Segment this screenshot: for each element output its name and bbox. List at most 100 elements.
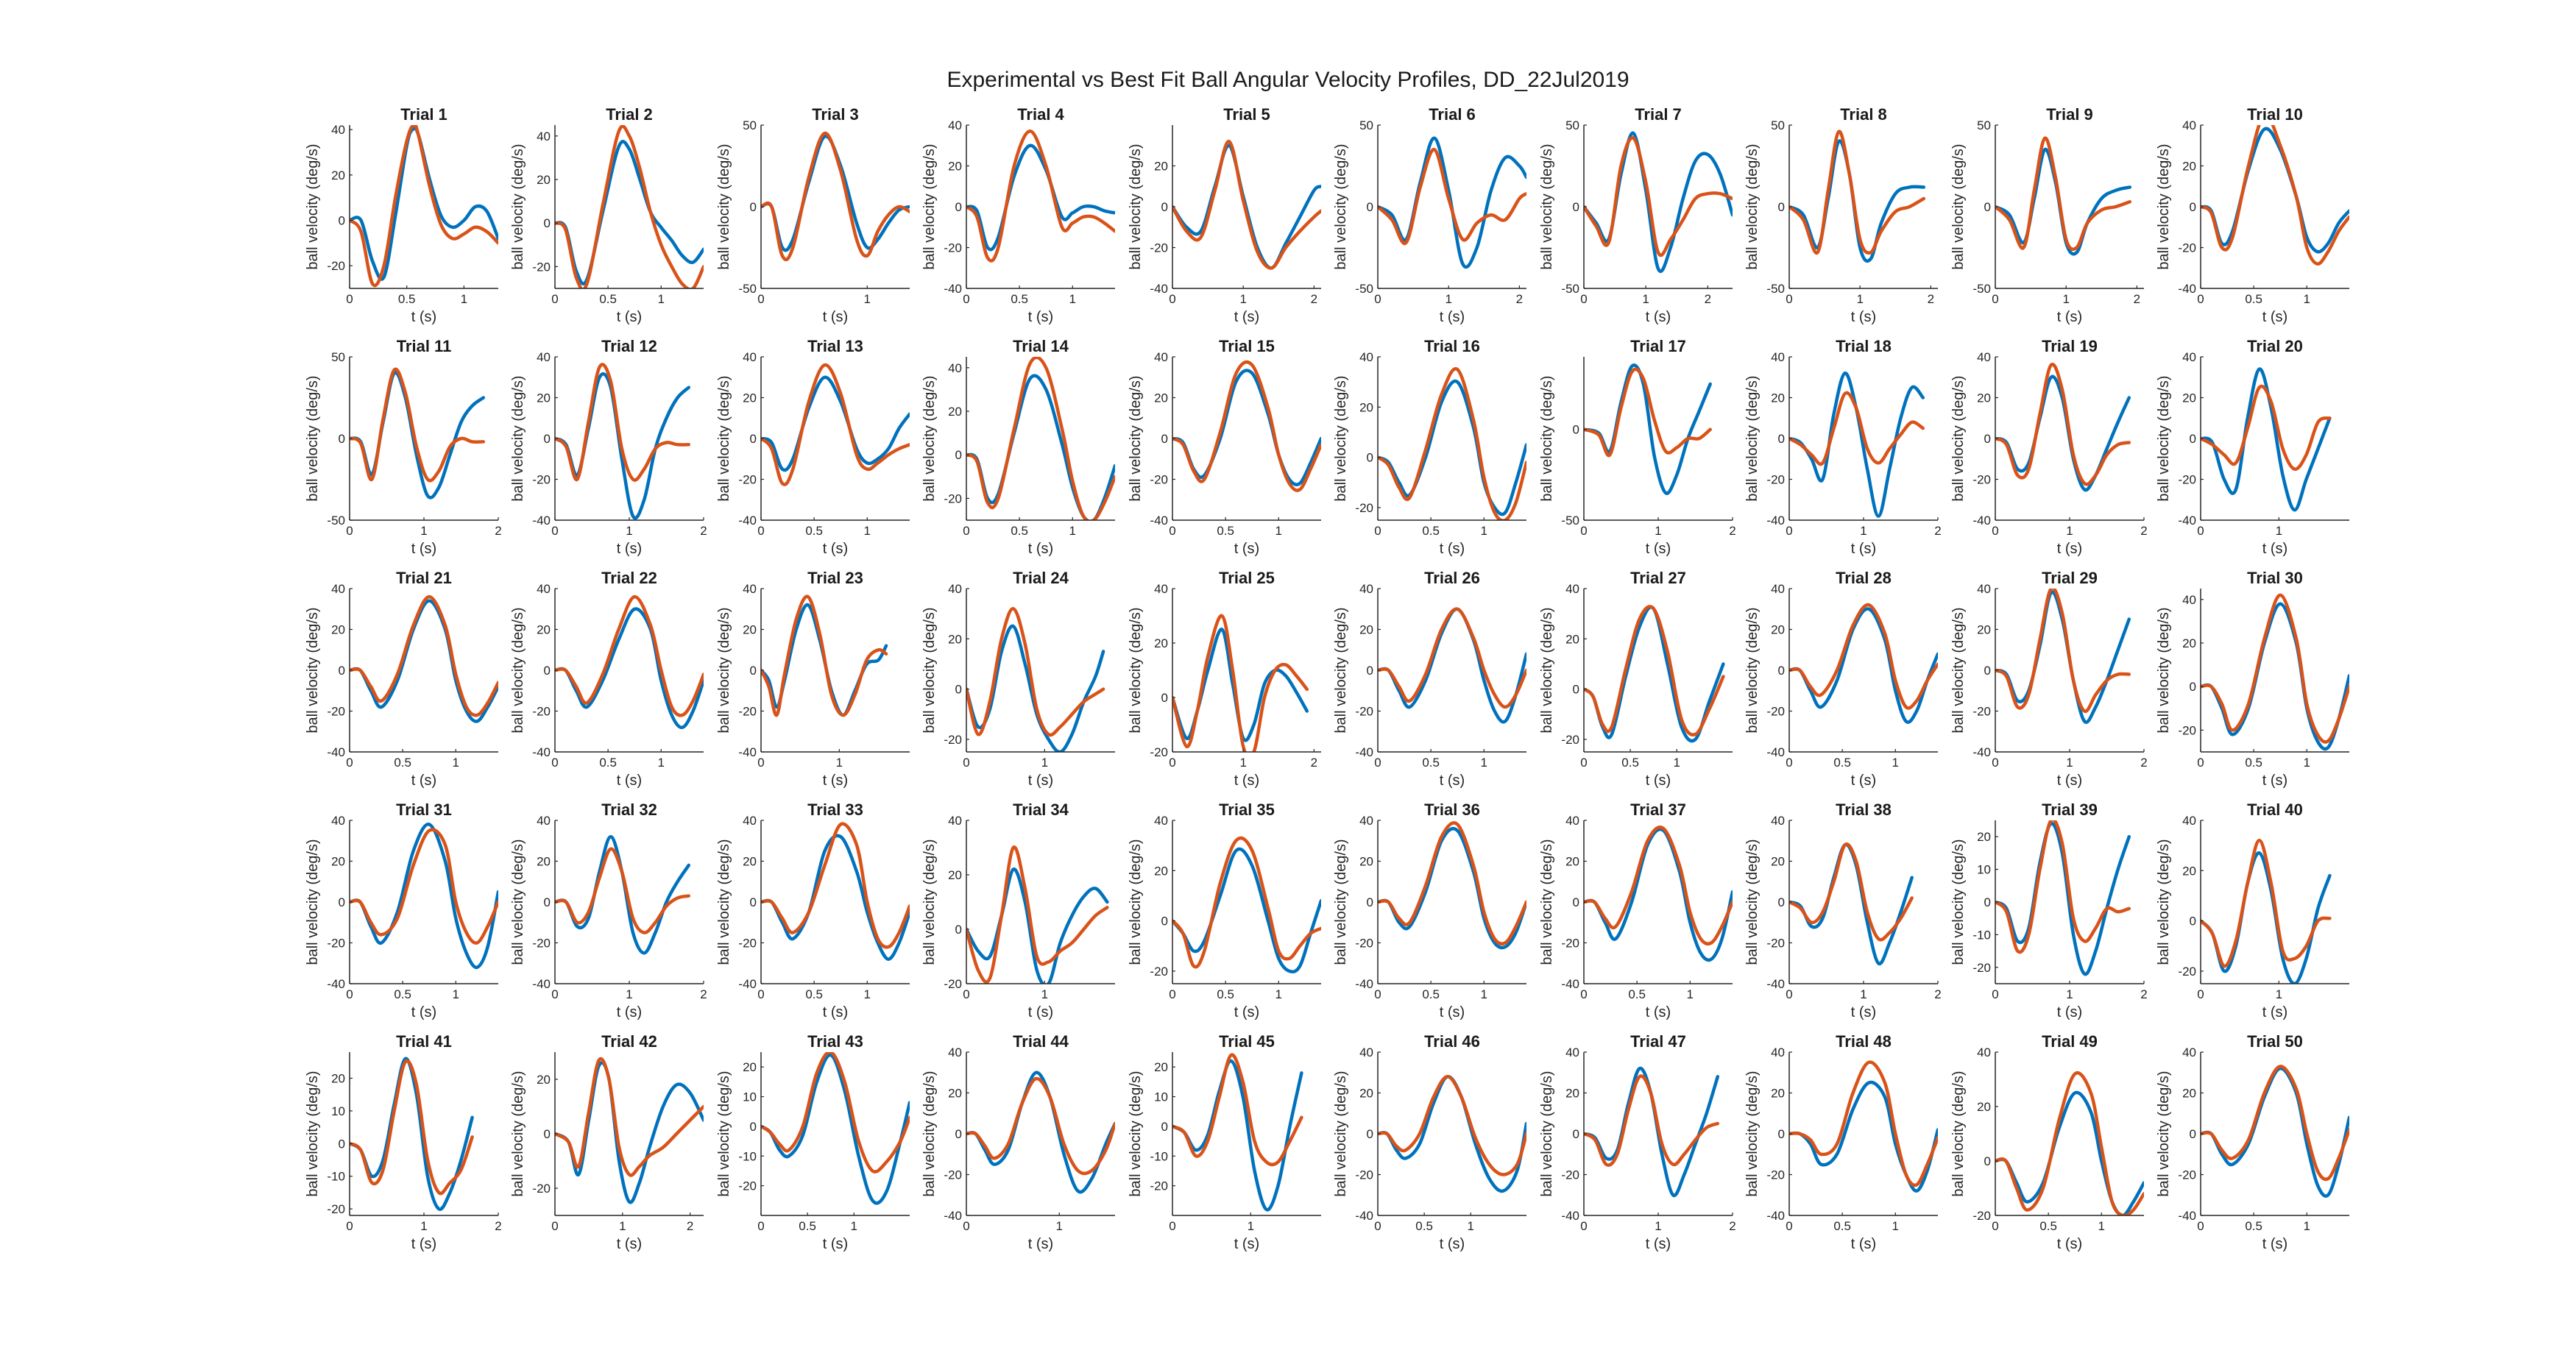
y-axis-label: ball velocity (deg/s) [1128,143,1144,269]
y-tick-label: 0 [750,200,757,214]
fit-series-line [1172,139,1321,270]
x-axis-label: t (s) [617,773,642,789]
x-axis-label: t (s) [2057,309,2082,325]
subplot-title: Trial 1 [400,105,447,124]
x-tick-label: 0 [1580,292,1587,306]
y-tick-label: 0 [1984,200,1991,214]
fit-series-line [1789,603,1938,710]
x-tick-label: 1 [1041,987,1048,1001]
subplot-trial-26: Trial 26 0 0.5 1 -40 -20 0 20 40 t (s) ball veloci… [1333,569,1526,789]
y-tick-label: -20 [532,260,551,274]
fit-series-line [1172,1053,1303,1167]
x-tick-label: 0.5 [805,524,823,538]
x-tick-label: 0.5 [1422,524,1440,538]
x-tick-label: 0.5 [1628,987,1646,1001]
y-tick-label: 20 [1977,623,1991,637]
x-tick-label: 0 [1992,987,1998,1001]
fit-series-line [1378,821,1526,946]
fit-series-line [1378,1075,1526,1176]
x-axis-label: t (s) [1440,1236,1465,1252]
x-tick-label: 0.5 [1011,524,1028,538]
y-axis-label: ball velocity (deg/s) [1539,375,1555,501]
x-tick-label: 0 [1786,756,1792,770]
y-tick-label: -20 [1150,473,1168,487]
subplot-title: Trial 7 [1635,105,1682,124]
y-tick-label: 40 [1359,814,1373,828]
subplot-trial-4: Trial 4 0 0.5 1 -40 -20 0 20 40 t (s) ball velocit… [921,105,1115,325]
y-tick-label: 0 [2190,680,2196,694]
y-tick-label: 40 [1565,1045,1579,1059]
subplot-title: Trial 38 [1836,800,1892,819]
subplot-title: Trial 36 [1424,800,1480,819]
x-tick-label: 0.5 [1011,292,1028,306]
y-tick-label: 20 [743,623,757,637]
y-tick-label: 40 [1977,1045,1991,1059]
y-tick-label: 40 [2182,118,2196,132]
x-tick-label: 2 [2140,987,2147,1001]
y-tick-label: 40 [1154,350,1168,364]
y-tick-label: -20 [738,937,757,951]
y-tick-label: 20 [1154,864,1168,878]
subplot-trial-22: Trial 22 0 0.5 1 -40 -20 0 20 40 t (s) ball veloci… [510,569,704,789]
y-axis-label: ball velocity (deg/s) [921,839,938,965]
y-axis-label: ball velocity (deg/s) [1128,375,1144,501]
fit-series-line [555,363,691,482]
experimental-series-line [555,140,704,285]
x-axis-label: t (s) [823,1004,848,1020]
x-tick-label: 1 [1069,292,1076,306]
y-axis-label: ball velocity (deg/s) [305,839,321,965]
x-tick-label: 1 [2066,987,2073,1001]
y-tick-label: -40 [1972,514,1991,528]
subplot-title: Trial 17 [1630,337,1686,355]
y-tick-label: 20 [1771,855,1785,869]
x-tick-label: 1 [1481,756,1487,770]
y-tick-label: 40 [1565,582,1579,596]
x-tick-label: 1 [658,756,665,770]
fit-series-line [1584,825,1733,946]
y-tick-label: -20 [1972,1209,1991,1223]
subplot-trial-13: Trial 13 0 0.5 1 -40 -20 0 20 40 t (s) ball veloci… [716,337,910,557]
y-tick-label: 20 [948,160,962,174]
y-tick-label: 0 [1778,432,1785,446]
experimental-series-line [966,624,1105,752]
y-tick-label: -40 [327,745,345,759]
x-tick-label: 1 [864,524,871,538]
x-axis-label: t (s) [2262,1004,2287,1020]
y-tick-label: 50 [743,118,757,132]
y-tick-label: -20 [532,705,551,719]
y-tick-label: 20 [1359,400,1373,414]
x-tick-label: 0 [1169,1219,1175,1233]
y-tick-label: 40 [2182,593,2196,607]
fit-series-line [1584,136,1733,258]
x-tick-label: 0.5 [1621,756,1639,770]
subplot-trial-37: Trial 37 0 0.5 1 -40 -20 0 20 40 t (s) ball veloci… [1539,800,1733,1020]
x-tick-label: 0.5 [398,292,416,306]
y-tick-label: -10 [1972,928,1991,942]
x-tick-label: 1 [1856,292,1863,306]
y-tick-label: 20 [948,632,962,646]
x-axis-label: t (s) [2262,1236,2287,1252]
x-tick-label: 1 [2066,524,2073,538]
y-tick-label: -40 [1972,745,1991,759]
y-tick-label: 0 [1161,1120,1168,1134]
y-tick-label: 40 [1154,582,1168,596]
x-tick-label: 0 [1374,524,1381,538]
x-tick-label: 1 [2304,292,2310,306]
y-tick-label: -20 [1355,1168,1373,1182]
y-tick-label: 20 [331,168,345,182]
x-tick-label: 0 [963,1219,969,1233]
subplot-trial-45: Trial 45 0 1 -20 -10 0 10 20 t (s) ball velocity … [1128,1032,1321,1252]
x-tick-label: 0 [2197,292,2204,306]
x-axis-label: t (s) [2057,541,2082,557]
experimental-series-line [1789,607,1938,724]
experimental-series-line [761,834,910,961]
y-tick-label: 0 [955,923,962,937]
fit-series-line [761,594,888,717]
y-axis-label: ball velocity (deg/s) [305,375,321,501]
experimental-series-line [1995,1090,2144,1215]
